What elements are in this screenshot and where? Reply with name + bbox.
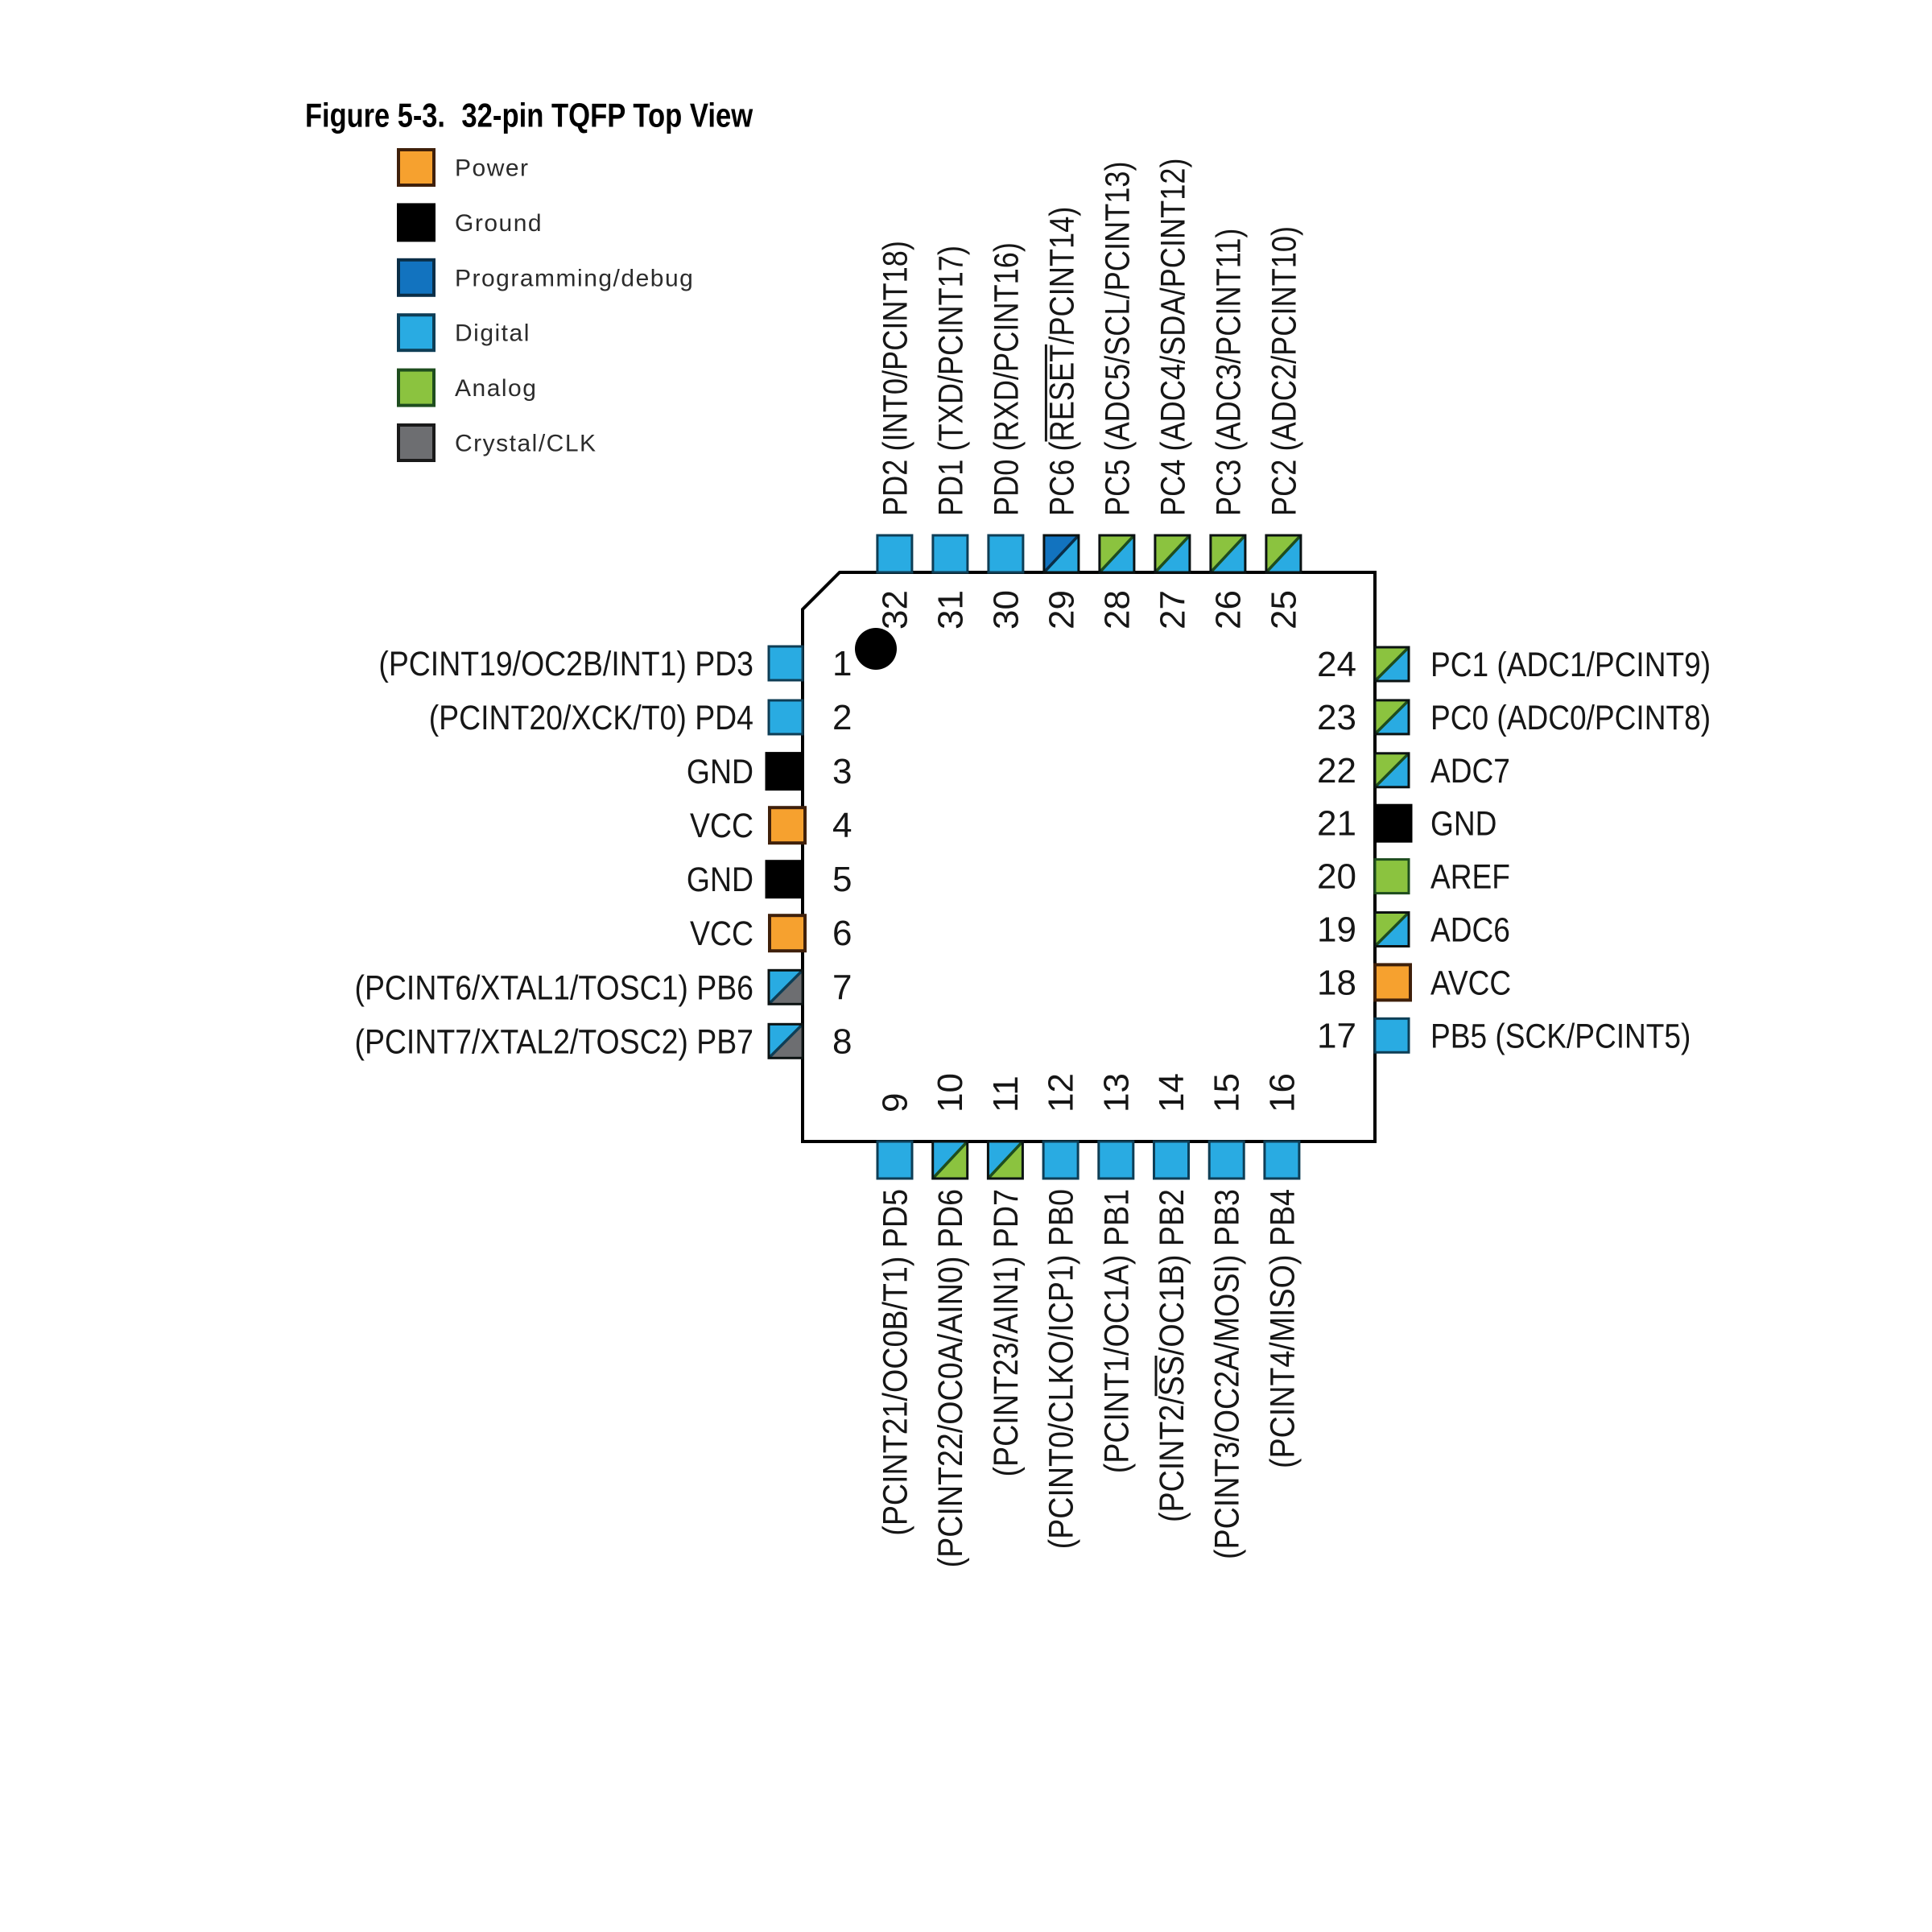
svg-text:(PCINT1/OC1A) PB1: (PCINT1/OC1A) PB1 bbox=[1097, 1189, 1136, 1473]
svg-text:4: 4 bbox=[832, 806, 852, 845]
svg-text:PC1 (ADC1/PCINT9): PC1 (ADC1/PCINT9) bbox=[1430, 646, 1711, 684]
svg-text:Digital: Digital bbox=[455, 320, 530, 347]
svg-text:32: 32 bbox=[875, 590, 914, 630]
svg-text:27: 27 bbox=[1153, 590, 1192, 630]
svg-text:Analog: Analog bbox=[455, 375, 537, 402]
svg-text:PD1 (TXD/PCINT17): PD1 (TXD/PCINT17) bbox=[931, 246, 970, 516]
svg-text:19: 19 bbox=[1317, 910, 1356, 950]
svg-text:20: 20 bbox=[1317, 857, 1356, 897]
svg-text:Crystal/CLK: Crystal/CLK bbox=[455, 431, 597, 457]
svg-text:VCC: VCC bbox=[690, 914, 753, 953]
svg-text:(PCINT7/XTAL2/TOSC2) PB7: (PCINT7/XTAL2/TOSC2) PB7 bbox=[355, 1022, 754, 1061]
svg-text:(PCINT3/OC2A/MOSI) PB3: (PCINT3/OC2A/MOSI) PB3 bbox=[1208, 1189, 1247, 1559]
svg-text:Power: Power bbox=[455, 155, 530, 182]
svg-text:24: 24 bbox=[1317, 645, 1356, 684]
svg-text:30: 30 bbox=[986, 590, 1026, 630]
svg-text:GND: GND bbox=[687, 753, 753, 791]
svg-text:(PCINT22/OC0A/AIN0) PD6: (PCINT22/OC0A/AIN0) PD6 bbox=[931, 1189, 970, 1567]
svg-text:ADC7: ADC7 bbox=[1430, 752, 1510, 791]
svg-text:14: 14 bbox=[1152, 1073, 1191, 1113]
svg-text:PC5 (ADC5/SCL/PCINT13): PC5 (ADC5/SCL/PCINT13) bbox=[1098, 161, 1137, 516]
svg-text:10: 10 bbox=[931, 1073, 970, 1113]
svg-text:6: 6 bbox=[832, 914, 852, 953]
svg-text:11: 11 bbox=[986, 1075, 1026, 1113]
svg-text:(PCINT0/CLKO/ICP1) PB0: (PCINT0/CLKO/ICP1) PB0 bbox=[1042, 1189, 1081, 1549]
svg-text:PC0 (ADC0/PCINT8): PC0 (ADC0/PCINT8) bbox=[1430, 699, 1711, 737]
svg-text:13: 13 bbox=[1096, 1073, 1136, 1113]
svg-text:Programming/debug: Programming/debug bbox=[455, 265, 694, 291]
svg-text:12: 12 bbox=[1042, 1073, 1081, 1113]
svg-text:AREF: AREF bbox=[1430, 858, 1510, 897]
svg-text:(PCINT20/XCK/T0) PD4: (PCINT20/XCK/T0) PD4 bbox=[429, 699, 753, 737]
svg-text:PD0 (RXD/PCINT16): PD0 (RXD/PCINT16) bbox=[987, 242, 1026, 516]
svg-text:Ground: Ground bbox=[455, 210, 543, 237]
svg-text:GND: GND bbox=[687, 861, 753, 899]
svg-text:29: 29 bbox=[1042, 590, 1081, 630]
svg-text:ADC6: ADC6 bbox=[1430, 911, 1510, 950]
svg-text:21: 21 bbox=[1317, 804, 1356, 844]
svg-text:5: 5 bbox=[832, 860, 852, 899]
svg-text:23: 23 bbox=[1317, 698, 1356, 737]
svg-text:22: 22 bbox=[1317, 751, 1356, 791]
svg-text:PC3 (ADC3/PCINT11): PC3 (ADC3/PCINT11) bbox=[1209, 229, 1248, 516]
svg-text:AVCC: AVCC bbox=[1430, 964, 1511, 1002]
svg-text:PC2 (ADC2/PCINT10): PC2 (ADC2/PCINT10) bbox=[1265, 226, 1303, 516]
svg-text:18: 18 bbox=[1317, 963, 1356, 1002]
svg-text:17: 17 bbox=[1317, 1016, 1356, 1055]
svg-text:31: 31 bbox=[931, 590, 970, 630]
svg-text:GND: GND bbox=[1430, 805, 1496, 844]
svg-text:26: 26 bbox=[1208, 590, 1248, 630]
svg-text:25: 25 bbox=[1264, 590, 1303, 630]
svg-text:(PCINT21/OC0B/T1) PD5: (PCINT21/OC0B/T1) PD5 bbox=[877, 1189, 915, 1536]
svg-text:16: 16 bbox=[1262, 1073, 1302, 1113]
svg-text:32-pin TQFP Top View: 32-pin TQFP Top View bbox=[461, 97, 753, 134]
svg-text:15: 15 bbox=[1208, 1073, 1247, 1113]
svg-text:(PCINT6/XTAL1/TOSC1) PB6: (PCINT6/XTAL1/TOSC1) PB6 bbox=[355, 968, 754, 1007]
svg-text:2: 2 bbox=[832, 698, 852, 737]
svg-text:3: 3 bbox=[832, 752, 852, 791]
svg-text:1: 1 bbox=[832, 644, 852, 683]
svg-text:VCC: VCC bbox=[690, 807, 753, 845]
svg-text:PD2 (INT0/PCINT18): PD2 (INT0/PCINT18) bbox=[876, 241, 914, 516]
svg-text:Figure 5-3.: Figure 5-3. bbox=[305, 97, 445, 134]
svg-text:PC6 (RESET/PCINT14): PC6 (RESET/PCINT14) bbox=[1042, 207, 1081, 516]
svg-text:9: 9 bbox=[876, 1093, 915, 1113]
svg-text:(PCINT4/MISO) PB4: (PCINT4/MISO) PB4 bbox=[1263, 1189, 1302, 1468]
svg-text:7: 7 bbox=[832, 968, 852, 1007]
svg-text:PB5 (SCK/PCINT5): PB5 (SCK/PCINT5) bbox=[1430, 1017, 1690, 1055]
svg-text:(PCINT2/SS/OC1B) PB2: (PCINT2/SS/OC1B) PB2 bbox=[1153, 1189, 1191, 1522]
svg-text:(PCINT19/OC2B/INT1) PD3: (PCINT19/OC2B/INT1) PD3 bbox=[378, 645, 753, 683]
svg-text:(PCINT23/AIN1) PD7: (PCINT23/AIN1) PD7 bbox=[987, 1189, 1026, 1477]
svg-text:28: 28 bbox=[1097, 590, 1137, 630]
svg-text:PC4 (ADC4/SDA/PCINT12): PC4 (ADC4/SDA/PCINT12) bbox=[1154, 158, 1192, 516]
svg-text:8: 8 bbox=[832, 1022, 852, 1061]
